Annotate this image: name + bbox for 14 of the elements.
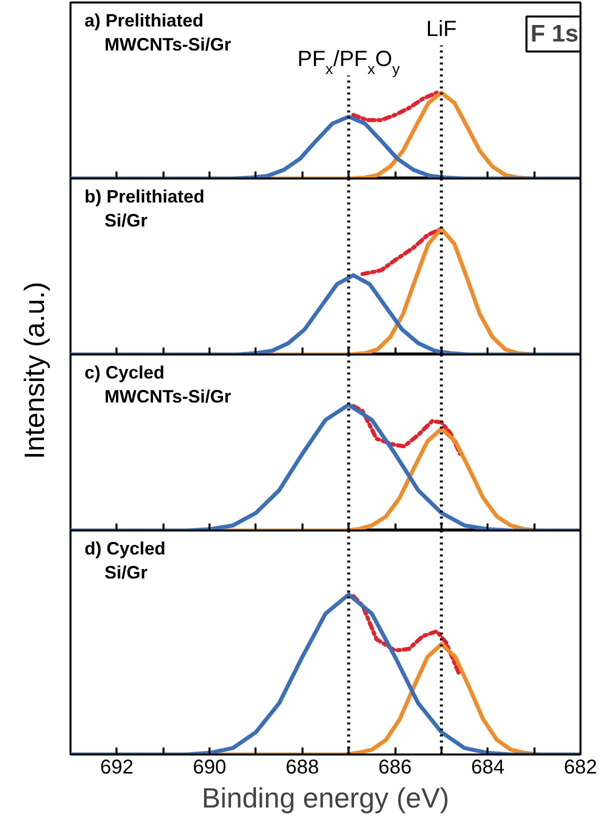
chart-title: c) Cycled MWCNTs-Si/Gr xyxy=(84,362,232,406)
x-tick-label: 684 xyxy=(471,756,504,778)
x-tick-label: 688 xyxy=(286,756,320,778)
chart-title: d) Cycled Si/Gr xyxy=(84,538,166,582)
x-tick-label: 682 xyxy=(564,756,598,778)
x-tick-label: 692 xyxy=(100,756,134,778)
x-tick-label: 686 xyxy=(378,756,412,778)
x-axis-title: Binding energy (eV) xyxy=(202,782,450,814)
x-tick-label: 690 xyxy=(192,756,226,778)
y-axis-title: Intensity (a.u.) xyxy=(19,282,50,460)
ref-line-label: LiF xyxy=(426,16,457,42)
text: F 1s xyxy=(530,20,579,48)
chart-title: a) Prelithiated MWCNTs-Si/Gr xyxy=(84,10,232,54)
chart-title: b) Prelithiated Si/Gr xyxy=(84,186,205,230)
